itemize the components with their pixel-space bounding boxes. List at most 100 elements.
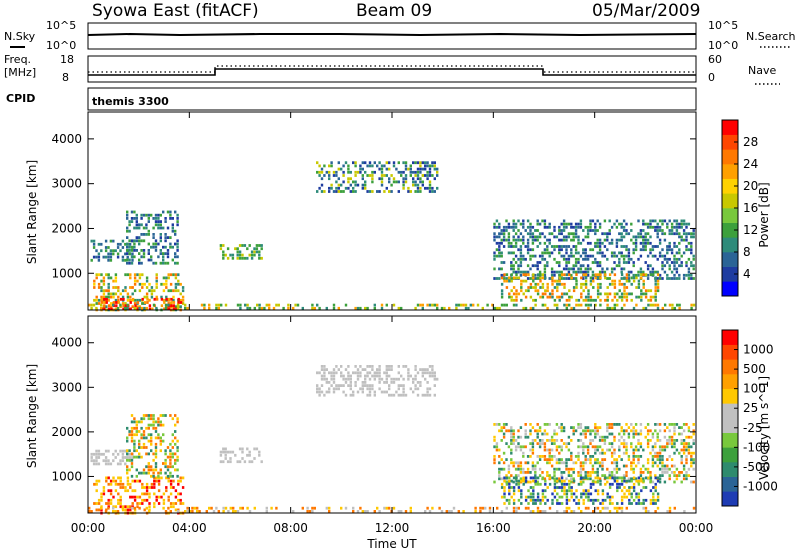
velocity-cell	[512, 498, 516, 502]
velocity-cell	[584, 455, 587, 458]
velocity-cell	[666, 471, 669, 474]
velocity-cell	[107, 476, 110, 480]
power-cell	[560, 292, 564, 296]
power-cell	[596, 295, 600, 299]
velocity-cell	[92, 459, 96, 463]
power-cell	[598, 222, 602, 226]
velocity-cell	[685, 477, 688, 481]
power-cell	[433, 177, 436, 181]
velocity-cell	[90, 459, 93, 463]
power-cell	[548, 277, 551, 280]
velocity-cell	[512, 506, 516, 510]
velocity-cell	[558, 451, 561, 455]
power-cell	[589, 279, 593, 283]
velocity-cell	[580, 495, 583, 499]
power-cell	[539, 273, 542, 277]
power-cell	[428, 164, 432, 168]
velocity-cell	[135, 426, 138, 430]
velocity-cell	[159, 420, 162, 424]
power-cell	[680, 254, 683, 258]
power-cell	[534, 273, 537, 277]
velocity-cell	[154, 442, 158, 446]
power-cell	[656, 282, 660, 286]
velocity-cell	[105, 502, 108, 505]
power-cell	[541, 273, 545, 277]
power-cell	[142, 249, 146, 252]
velocity-cell	[349, 393, 352, 397]
power-cell	[654, 276, 657, 280]
velocity-cell	[522, 451, 525, 455]
velocity-cell	[651, 480, 655, 484]
power-cell	[179, 305, 182, 309]
velocity-cell	[147, 426, 150, 430]
velocity-cell	[526, 471, 530, 474]
velocity-cell	[553, 489, 557, 493]
power-cell	[407, 186, 410, 190]
power-cell	[656, 232, 659, 236]
power-cell	[428, 186, 432, 190]
power-cell	[392, 161, 396, 165]
velocity-cell	[505, 476, 509, 480]
power-cell	[555, 261, 559, 264]
power-cell	[668, 245, 671, 248]
velocity-cell	[616, 476, 619, 480]
velocity-cell	[651, 432, 655, 436]
power-cell	[126, 217, 129, 220]
velocity-cell	[154, 426, 158, 430]
velocity-cell	[550, 464, 554, 468]
velocity-cell	[536, 498, 540, 502]
power-cell	[162, 289, 166, 293]
power-cell	[107, 298, 110, 302]
power-cell	[495, 277, 499, 280]
power-cell	[594, 257, 597, 261]
power-cell	[668, 248, 671, 252]
velocity-cell	[589, 461, 592, 465]
velocity-cell	[153, 486, 156, 489]
power-cell	[416, 161, 420, 165]
power-cell	[670, 270, 674, 274]
power-cell	[575, 286, 578, 289]
cpid-strip-frame	[87, 87, 697, 111]
power-cell	[217, 303, 220, 307]
velocity-cell	[680, 461, 683, 465]
velocity-cell	[553, 486, 557, 489]
colorbar-segment	[722, 164, 738, 179]
power-cell	[572, 270, 575, 274]
velocity-cell	[553, 429, 556, 433]
power-cell	[596, 251, 599, 255]
velocity-cell	[553, 467, 556, 471]
power-cell	[436, 167, 439, 171]
velocity-cell	[133, 455, 136, 459]
power-cell	[668, 232, 671, 236]
velocity-cell	[680, 432, 683, 436]
power-cell	[174, 286, 178, 289]
power-cell	[160, 295, 163, 299]
velocity-cell	[502, 432, 506, 436]
velocity-cell	[661, 455, 664, 458]
power-cell	[623, 292, 626, 296]
power-cell	[526, 264, 530, 268]
power-cell	[170, 304, 173, 308]
power-cell	[658, 241, 662, 245]
velocity-cell	[162, 492, 166, 496]
velocity-cell	[644, 506, 648, 510]
velocity-cell	[637, 442, 640, 445]
velocity-cell	[169, 482, 173, 486]
power-cell	[129, 307, 132, 311]
velocity-cell	[668, 435, 671, 439]
velocity-cell	[129, 486, 132, 489]
power-cell	[145, 276, 149, 280]
power-cell	[515, 292, 518, 296]
power-cell	[419, 180, 422, 184]
velocity-cell	[606, 423, 609, 426]
power-cell	[349, 177, 352, 181]
velocity-cell	[541, 476, 545, 480]
power-cell	[316, 190, 319, 193]
power-cell	[258, 244, 261, 247]
velocity-cell	[668, 455, 671, 458]
velocity-cell	[126, 476, 130, 480]
velocity-cell	[176, 474, 179, 478]
velocity-cell	[414, 387, 417, 391]
velocity-cell	[596, 426, 599, 429]
